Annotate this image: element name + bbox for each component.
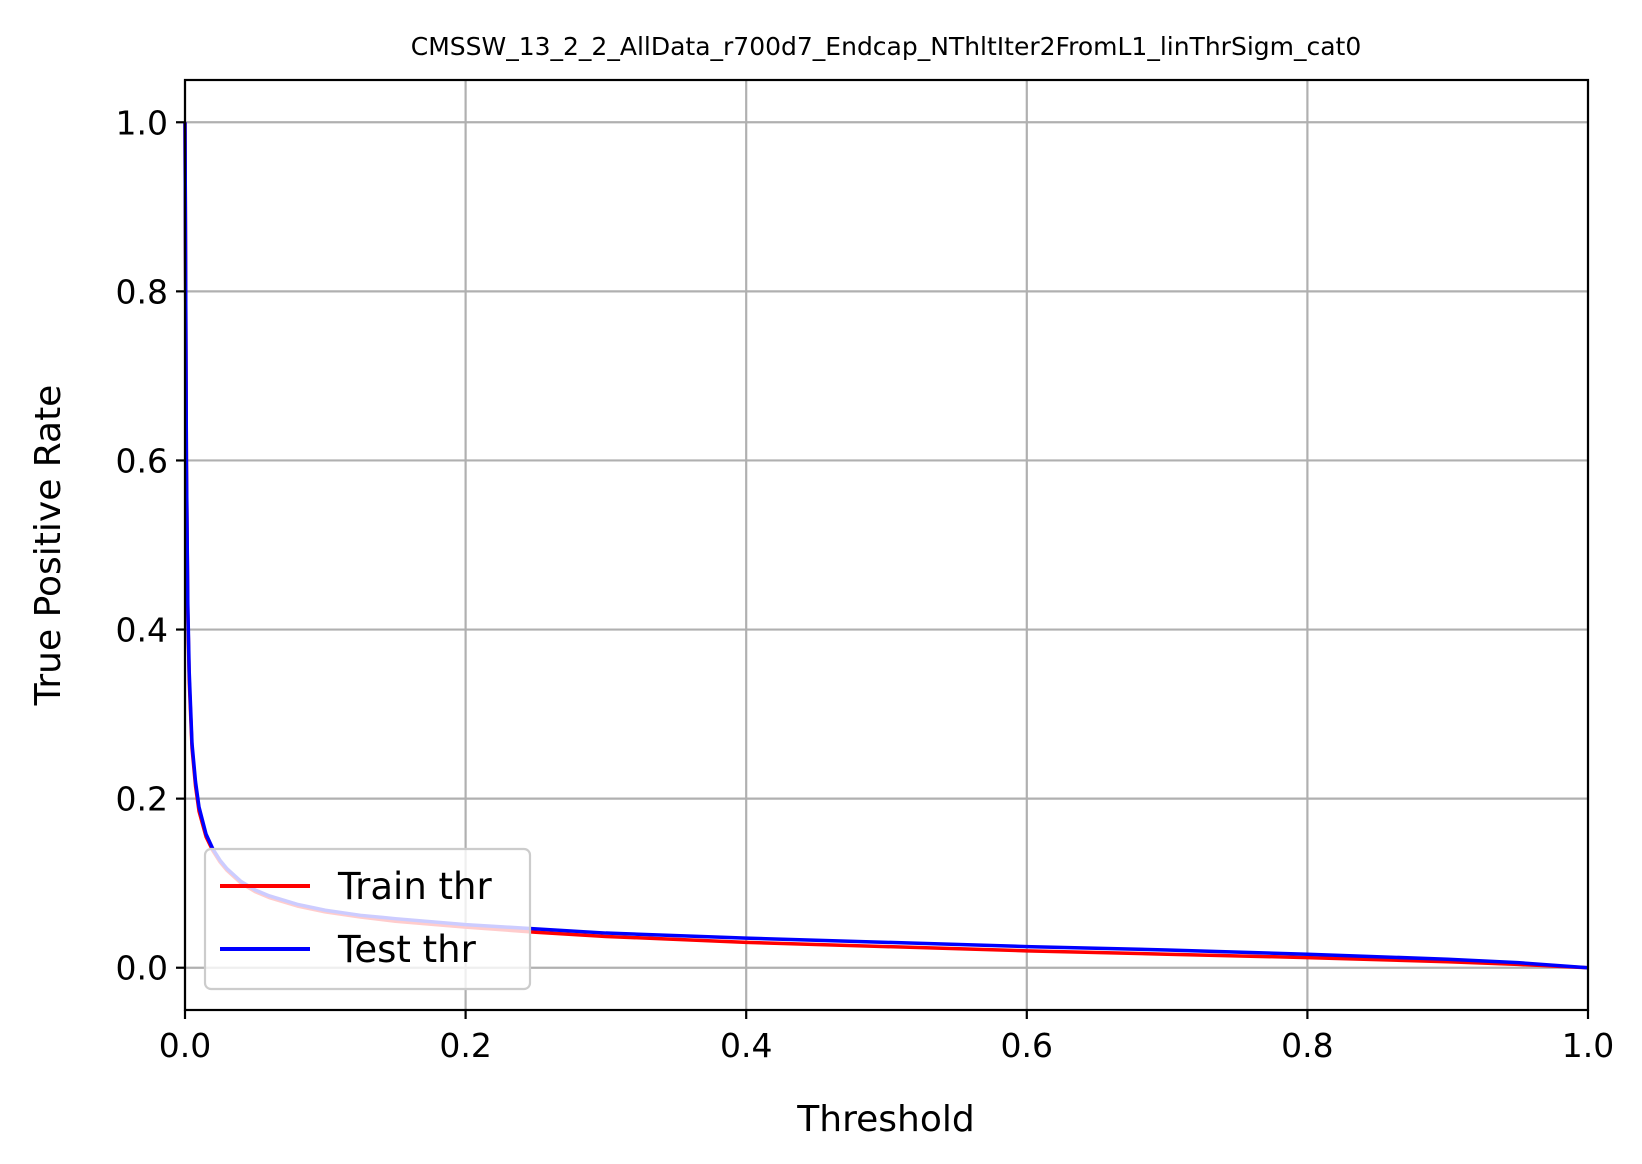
legend: Train thr Test thr [203, 847, 532, 991]
legend-label-train: Train thr [337, 865, 492, 908]
y-tick-label: 1.0 [116, 103, 168, 142]
y-tick-label: 0.4 [116, 611, 168, 650]
x-tick-label: 0.6 [1001, 1026, 1053, 1065]
y-tick-label: 0.8 [116, 272, 168, 311]
x-tick-label: 0.4 [720, 1026, 772, 1065]
x-tick-label: 0.2 [439, 1026, 491, 1065]
plot-frame [183, 78, 1590, 1012]
chart-title: CMSSW_13_2_2_AllData_r700d7_Endcap_NThlt… [411, 32, 1362, 61]
axis-ticks: 0.0 0.2 0.4 0.6 0.8 1.0 0.0 0.2 0.4 0.6 0.8 1.0 [116, 103, 1615, 1065]
x-axis-label: Threshold [796, 1099, 974, 1140]
x-tick-label: 0.8 [1281, 1026, 1333, 1065]
y-tick-label: 0.2 [116, 780, 168, 819]
y-axis-label: True Positive Rate [28, 385, 69, 707]
y-tick-label: 0.0 [116, 949, 168, 988]
legend-label-test: Test thr [337, 928, 477, 971]
x-tick-label: 1.0 [1562, 1026, 1614, 1065]
x-tick-label: 0.0 [159, 1026, 211, 1065]
y-tick-label: 0.6 [116, 441, 168, 480]
